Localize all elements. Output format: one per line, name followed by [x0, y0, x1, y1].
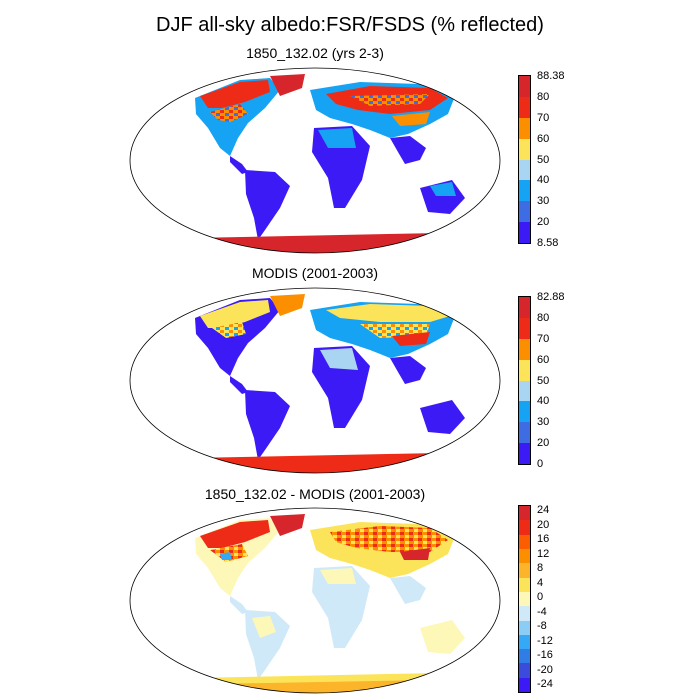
colorbar-segment	[519, 297, 530, 318]
panel-3-colorbar	[518, 505, 531, 693]
colorbar-segment	[519, 620, 530, 635]
colorbar-tick-label: 60	[537, 132, 550, 145]
colorbar-tick-label: 70	[537, 111, 550, 124]
colorbar-segment	[519, 563, 530, 578]
colorbar-segment	[519, 96, 530, 118]
colorbar-segment	[519, 591, 530, 607]
colorbar-segment	[519, 422, 530, 444]
colorbar-tick-label: 82.88	[537, 291, 565, 303]
colorbar-tick-label: -12	[537, 634, 553, 647]
colorbar-segment	[519, 649, 530, 664]
colorbar-tick-label: 8.58	[537, 237, 559, 249]
colorbar-tick-label: 60	[537, 353, 550, 366]
colorbar-segment	[519, 159, 530, 181]
panel-1-title: 1850_132.02 (yrs 2-3)	[246, 45, 384, 61]
colorbar-tick-label: 80	[537, 311, 550, 324]
colorbar-segment	[519, 634, 530, 650]
panel-2-colorbar	[518, 296, 531, 465]
colorbar-segment	[519, 380, 530, 402]
colorbar-tick-label: 40	[537, 395, 550, 408]
panel-2-map	[129, 287, 501, 474]
colorbar-tick-label: 88.38	[537, 70, 565, 82]
colorbar-tick-label: 80	[537, 90, 550, 103]
main-title: DJF all-sky albedo:FSR/FSDS (% reflected…	[156, 14, 544, 36]
colorbar-tick-label: 40	[537, 174, 550, 187]
colorbar-segment	[519, 534, 530, 549]
colorbar-segment	[519, 443, 530, 464]
colorbar-tick-label: 0	[537, 458, 544, 470]
colorbar-tick-label: 50	[537, 153, 550, 166]
colorbar-segment	[519, 577, 530, 592]
colorbar-segment	[519, 401, 530, 423]
colorbar-segment	[519, 180, 530, 202]
colorbar-tick-label: 16	[537, 533, 550, 545]
colorbar-tick-label: 20	[537, 437, 550, 450]
panel-1-map	[129, 67, 501, 254]
colorbar-tick-label: 24	[537, 504, 550, 516]
panel-2-title: MODIS (2001-2003)	[251, 265, 379, 281]
colorbar-tick-label: 50	[537, 374, 550, 387]
colorbar-segment	[519, 548, 530, 564]
colorbar-tick-label: -16	[537, 649, 553, 661]
colorbar-tick-label: 8	[537, 562, 544, 574]
colorbar-tick-label: 30	[537, 195, 550, 208]
colorbar-tick-label: 70	[537, 332, 550, 345]
colorbar-segment	[519, 506, 530, 521]
colorbar-segment	[519, 606, 530, 621]
colorbar-tick-label: 30	[537, 416, 550, 429]
colorbar-segment	[519, 201, 530, 223]
colorbar-segment	[519, 338, 530, 360]
colorbar-tick-label: -24	[537, 678, 553, 690]
colorbar-tick-label: -8	[537, 620, 547, 632]
panel-3-title: 1850_132.02 - MODIS (2001-2003)	[204, 486, 426, 502]
colorbar-tick-label: 0	[537, 591, 544, 603]
colorbar-segment	[519, 117, 530, 139]
colorbar-segment	[519, 663, 530, 678]
colorbar-segment	[519, 138, 530, 160]
colorbar-segment	[519, 222, 530, 243]
colorbar-tick-label: 20	[537, 518, 550, 531]
colorbar-tick-label: -4	[537, 605, 547, 618]
colorbar-tick-label: 20	[537, 216, 550, 229]
colorbar-tick-label: 12	[537, 547, 550, 560]
panel-1-colorbar	[518, 75, 531, 244]
panel-3-map	[129, 507, 501, 694]
colorbar-segment	[519, 677, 530, 693]
colorbar-segment	[519, 359, 530, 381]
colorbar-segment	[519, 520, 530, 535]
colorbar-segment	[519, 76, 530, 97]
colorbar-tick-label: 4	[537, 576, 544, 589]
colorbar-tick-label: -20	[537, 663, 553, 676]
colorbar-segment	[519, 317, 530, 339]
